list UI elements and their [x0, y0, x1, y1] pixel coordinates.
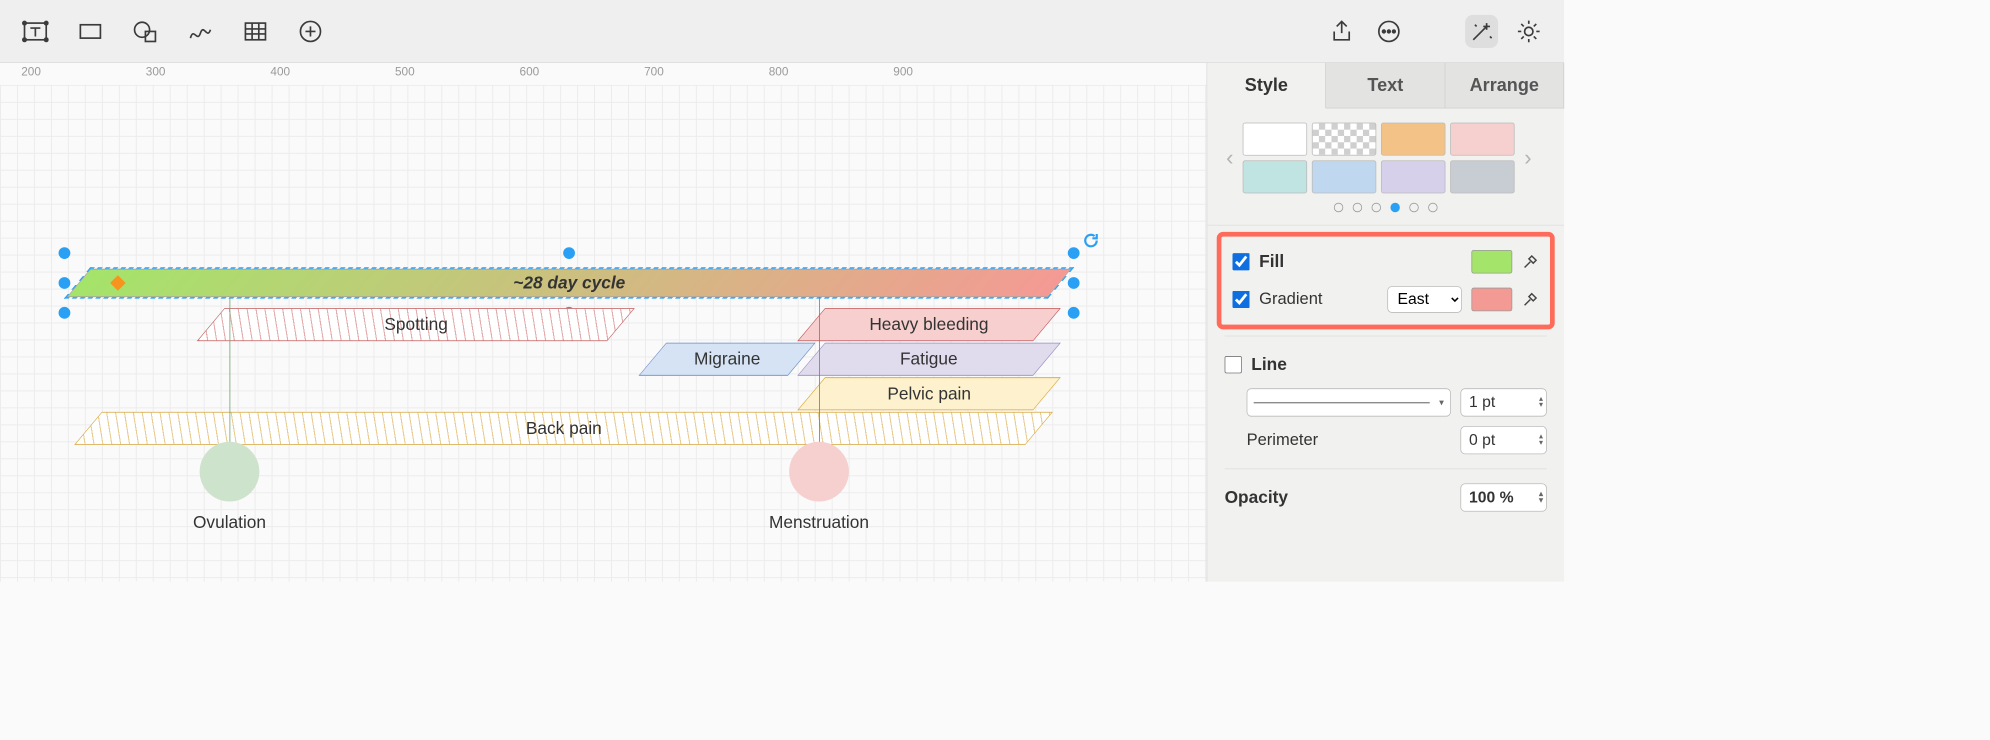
ruler-tick: 700 — [644, 65, 664, 78]
shape-layer: ~28 day cycle Spotting Heavy bleedingMigra… — [0, 85, 1207, 582]
pager-dot[interactable] — [1428, 203, 1437, 212]
shape-migraine[interactable]: Migraine — [639, 343, 816, 376]
perimeter-input[interactable]: 0 pt ▴▾ — [1460, 426, 1546, 454]
ruler-tick: 300 — [146, 65, 166, 78]
resize-handle[interactable] — [59, 247, 71, 259]
line-section: Line ▾ 1 pt ▴▾ Perimeter 0 pt ▴▾ — [1225, 336, 1547, 469]
tab-arrange[interactable]: Arrange — [1445, 63, 1564, 109]
gradient-eyedropper-icon[interactable] — [1522, 291, 1539, 308]
swatch[interactable] — [1312, 123, 1376, 156]
palette-prev-icon[interactable]: ‹ — [1226, 145, 1233, 170]
freehand-tool[interactable] — [184, 15, 217, 48]
swatch[interactable] — [1243, 160, 1307, 193]
gradient-checkbox[interactable] — [1232, 291, 1249, 308]
line-row: Line — [1225, 346, 1547, 384]
line-style-row: ▾ 1 pt ▴▾ — [1247, 384, 1547, 422]
fill-color-swatch[interactable] — [1471, 250, 1512, 274]
opacity-label: Opacity — [1225, 487, 1288, 507]
format-panel: Style Text Arrange ‹ › Fill Gradient — [1207, 63, 1565, 582]
line-checkbox[interactable] — [1225, 356, 1242, 373]
resize-handle[interactable] — [1068, 277, 1080, 289]
brightness-icon[interactable] — [1512, 15, 1545, 48]
palette: ‹ › — [1207, 108, 1564, 199]
marker-label-ovulation: Ovulation — [193, 512, 266, 532]
fill-gradient-highlight: Fill Gradient East — [1217, 232, 1555, 329]
fill-checkbox[interactable] — [1232, 253, 1249, 270]
resize-handle[interactable] — [59, 307, 71, 319]
shape-pelvic[interactable]: Pelvic pain — [797, 377, 1061, 410]
tab-style[interactable]: Style — [1207, 63, 1326, 109]
marker-circle-ovulation[interactable] — [200, 442, 260, 502]
swatch[interactable] — [1450, 160, 1514, 193]
tool-group-left — [19, 15, 327, 48]
resize-handle[interactable] — [1068, 307, 1080, 319]
canvas[interactable]: 200 300 400 500 600 700 800 900 ~28 day cycle Sp… — [0, 63, 1207, 582]
opacity-row: Opacity 100 % ▴▾ — [1225, 479, 1547, 517]
marker-circle-menstruation[interactable] — [789, 442, 849, 502]
panel-tabs: Style Text Arrange — [1207, 63, 1564, 109]
line-width-input[interactable]: 1 pt ▴▾ — [1460, 388, 1546, 416]
pager-dot[interactable] — [1409, 203, 1418, 212]
ruler-tick: 400 — [270, 65, 290, 78]
resize-handle[interactable] — [59, 277, 71, 289]
toolbar — [0, 0, 1564, 63]
swatch[interactable] — [1450, 123, 1514, 156]
text-box-tool[interactable] — [19, 15, 52, 48]
swatch-grid — [1243, 123, 1515, 194]
line-label: Line — [1251, 354, 1287, 374]
tab-text[interactable]: Text — [1326, 63, 1445, 109]
shape-cycle[interactable]: ~28 day cycle — [67, 269, 1072, 297]
ruler-tick: 200 — [21, 65, 41, 78]
gradient-label: Gradient — [1259, 290, 1322, 309]
swatch[interactable] — [1312, 160, 1376, 193]
ruler-tick: 600 — [520, 65, 540, 78]
line-style-select[interactable]: ▾ — [1247, 388, 1451, 416]
shape-backpain[interactable]: Back pain — [74, 412, 1053, 445]
fill-eyedropper-icon[interactable] — [1522, 253, 1539, 270]
opacity-section: Opacity 100 % ▴▾ — [1225, 468, 1547, 525]
fill-label: Fill — [1259, 252, 1284, 272]
swatch[interactable] — [1243, 123, 1307, 156]
perimeter-row: Perimeter 0 pt ▴▾ — [1247, 421, 1547, 459]
pager-dot[interactable] — [1334, 203, 1343, 212]
shape-spotting[interactable]: Spotting — [197, 308, 635, 341]
pager-dot[interactable] — [1353, 203, 1362, 212]
ruler-tick: 900 — [893, 65, 913, 78]
share-icon[interactable] — [1325, 15, 1358, 48]
marker-label-menstruation: Menstruation — [769, 512, 869, 532]
resize-handle[interactable] — [563, 247, 575, 259]
shape-fatigue[interactable]: Fatigue — [797, 343, 1061, 376]
resize-handle[interactable] — [1068, 247, 1080, 259]
pager-dot[interactable] — [1372, 203, 1381, 212]
shape-heavy[interactable]: Heavy bleeding — [797, 308, 1061, 341]
gradient-row: Gradient East — [1232, 281, 1539, 319]
shape-tool[interactable] — [129, 15, 162, 48]
tool-group-right — [1325, 15, 1545, 48]
opacity-input[interactable]: 100 % ▴▾ — [1460, 483, 1546, 511]
rectangle-tool[interactable] — [74, 15, 107, 48]
perimeter-label: Perimeter — [1247, 431, 1319, 450]
gradient-color-swatch[interactable] — [1471, 288, 1512, 312]
palette-pager — [1207, 200, 1564, 226]
magic-wand-icon[interactable] — [1465, 15, 1498, 48]
swatch[interactable] — [1381, 123, 1445, 156]
more-icon[interactable] — [1372, 15, 1405, 48]
palette-next-icon[interactable]: › — [1524, 145, 1531, 170]
fill-row: Fill — [1232, 243, 1539, 281]
workspace: 200 300 400 500 600 700 800 900 ~28 day cycle Sp… — [0, 63, 1564, 582]
add-tool[interactable] — [294, 15, 327, 48]
table-tool[interactable] — [239, 15, 272, 48]
ruler-tick: 800 — [769, 65, 789, 78]
ruler-tick: 500 — [395, 65, 415, 78]
ruler: 200 300 400 500 600 700 800 900 — [0, 63, 1207, 85]
swatch[interactable] — [1381, 160, 1445, 193]
pager-dot[interactable] — [1390, 203, 1399, 212]
rotate-handle-icon[interactable] — [1082, 232, 1099, 249]
gradient-direction-select[interactable]: East — [1387, 286, 1462, 313]
